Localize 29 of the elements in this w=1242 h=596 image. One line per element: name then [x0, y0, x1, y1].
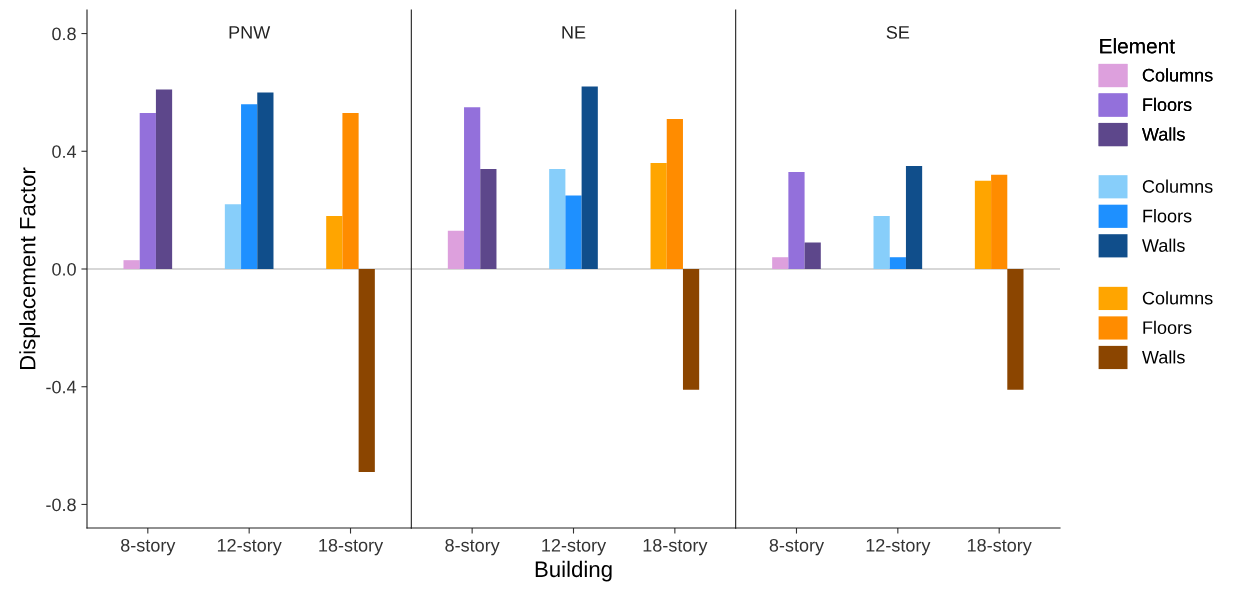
legend-label: Walls: [1142, 127, 1185, 141]
x-tick-label: 12-story: [866, 538, 931, 556]
x-tick-label: 18-story: [319, 538, 384, 556]
text: NE: [562, 26, 586, 39]
y-tick-label: 0.8: [52, 27, 76, 41]
y-axis-title: Displacement Factor: [19, 167, 40, 370]
y-tick-label: 0.4: [52, 145, 77, 158]
y-tick-label: 0.0: [52, 262, 76, 276]
legend-label: Floors: [1143, 209, 1192, 223]
text: PNW: [229, 26, 271, 39]
legend-label: Floors: [1143, 320, 1192, 335]
legend-label: Floors: [1143, 97, 1192, 112]
y-tick-label: -0.8: [46, 498, 76, 512]
x-tick-label: 8-story: [445, 538, 500, 556]
x-tick-label: 12-story: [217, 538, 282, 556]
x-axis-title: Building: [535, 560, 612, 582]
x-tick-label: 8-story: [769, 538, 825, 556]
legend-title: Element: [1100, 38, 1175, 54]
x-tick-label: 12-story: [542, 538, 607, 556]
y-tick-label: -0.4: [46, 380, 77, 394]
x-tick-label: 8-story: [121, 538, 176, 556]
legend-label: Walls: [1142, 350, 1185, 364]
legend-label: Walls: [1142, 238, 1185, 252]
x-tick-label: 18-story: [643, 538, 708, 556]
legend-label: Columns: [1142, 291, 1213, 305]
legend-label: Columns: [1142, 68, 1213, 82]
text: SE: [886, 26, 910, 39]
legend-label: Columns: [1142, 179, 1213, 193]
x-tick-label: 18-story: [967, 538, 1032, 556]
